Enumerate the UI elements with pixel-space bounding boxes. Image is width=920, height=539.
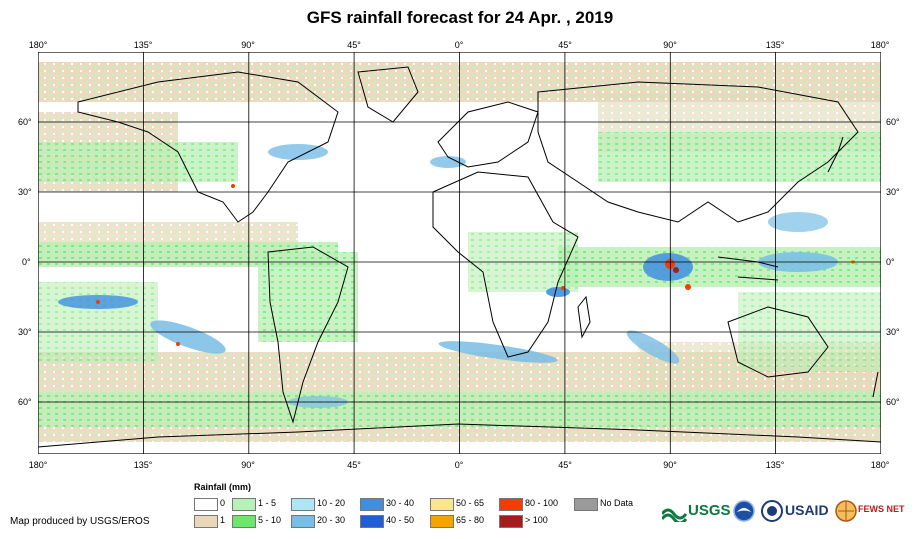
usaid-logo-text: USAID (785, 502, 829, 518)
legend-swatch (574, 498, 598, 511)
lon-label: 90° (663, 40, 677, 50)
lon-label: 90° (241, 460, 255, 470)
lon-label: 45° (558, 40, 572, 50)
lon-label: 180° (870, 40, 890, 50)
lat-label: 30° (886, 327, 900, 337)
legend-title: Rainfall (mm) (194, 482, 252, 492)
lon-label: 135° (133, 460, 153, 470)
legend-swatch (430, 515, 454, 528)
lat-label: 30° (18, 327, 32, 337)
lon-label: 180° (870, 460, 890, 470)
lat-label: 60° (886, 397, 900, 407)
legend-swatch (360, 515, 384, 528)
coastlines (38, 66, 881, 448)
lon-label: 135° (765, 460, 785, 470)
lon-label: 180° (28, 460, 48, 470)
noaa-logo-icon (733, 500, 755, 522)
lat-label: 60° (886, 117, 900, 127)
legend-swatch (430, 498, 454, 511)
legend-label: 40 - 50 (386, 515, 415, 525)
lon-label: 0° (454, 460, 464, 470)
fewsnet-globe-icon (835, 500, 857, 522)
lon-label: 45° (347, 460, 361, 470)
legend-label: 1 - 5 (258, 498, 277, 508)
lat-label: 60° (18, 397, 32, 407)
lon-label: 135° (765, 40, 785, 50)
lat-label: 30° (886, 187, 900, 197)
fewsnet-logo-text: FEWS NET (858, 504, 905, 514)
lat-label: 60° (18, 117, 32, 127)
legend-label: 1 (220, 515, 226, 525)
lon-label: 90° (241, 40, 255, 50)
lat-label: 30° (18, 187, 32, 197)
legend-swatch (499, 498, 523, 511)
legend-label: 20 - 30 (317, 515, 346, 525)
lat-label: 0° (886, 257, 895, 267)
legend-label: 30 - 40 (386, 498, 415, 508)
lon-label: 135° (133, 40, 153, 50)
map-title: GFS rainfall forecast for 24 Apr. , 2019 (306, 8, 614, 27)
legend-label: > 100 (525, 515, 548, 525)
map-credit: Map produced by USGS/EROS (10, 516, 150, 527)
lon-label: 180° (28, 40, 48, 50)
rainfall-map (38, 52, 881, 454)
legend-label: 10 - 20 (317, 498, 346, 508)
usgs-logo-icon (662, 508, 688, 522)
legend-swatch (360, 498, 384, 511)
legend-swatch (232, 515, 256, 528)
legend-swatch (291, 515, 315, 528)
lon-label: 45° (558, 460, 572, 470)
legend-swatch (194, 515, 218, 528)
usgs-logo-text: USGS (688, 502, 731, 519)
legend-swatch (499, 515, 523, 528)
graticule (38, 52, 881, 454)
legend-label: No Data (600, 498, 634, 508)
lon-label: 0° (454, 40, 464, 50)
legend-label: 50 - 65 (456, 498, 485, 508)
legend-label: 65 - 80 (456, 515, 485, 525)
usaid-seal-icon (761, 500, 783, 522)
lon-label: 90° (663, 460, 677, 470)
legend-label: 80 - 100 (525, 498, 559, 508)
legend-label: 5 - 10 (258, 515, 282, 525)
legend-swatch (194, 498, 218, 511)
lon-label: 45° (347, 40, 361, 50)
lat-label: 0° (22, 257, 31, 267)
legend-swatch (232, 498, 256, 511)
legend-label: 0 (220, 498, 226, 508)
legend-swatch (291, 498, 315, 511)
